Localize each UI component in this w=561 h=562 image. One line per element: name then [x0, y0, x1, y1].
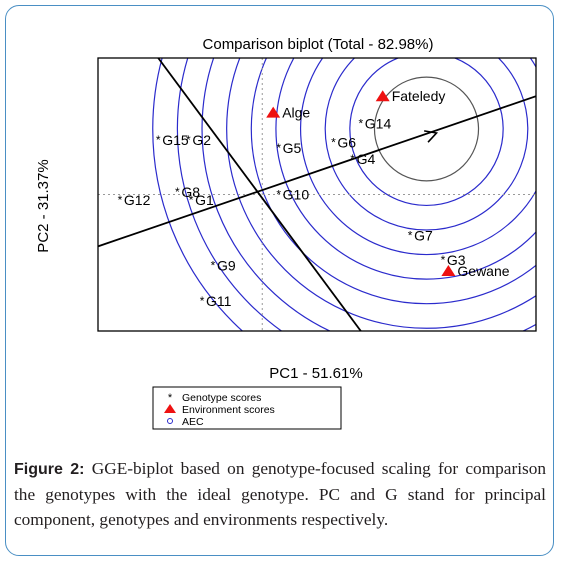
concentric-circle: [349, 58, 504, 206]
genotype-label: G14: [365, 116, 392, 132]
genotype-marker: *: [211, 258, 216, 272]
concentric-circle: [201, 58, 536, 331]
genotype-marker: *: [186, 133, 191, 147]
concentric-circle: [275, 58, 536, 280]
legend-triangle-marker: [164, 404, 176, 413]
environment-label: Alge: [282, 105, 310, 121]
genotype-marker: *: [276, 188, 281, 202]
environment-marker: [375, 90, 390, 102]
genotype-label: G3: [447, 252, 466, 268]
genotype-marker: *: [200, 294, 205, 308]
concentric-circle: [324, 58, 529, 231]
y-axis-label: PC2 - 31.37%: [35, 159, 52, 252]
genotype-marker: *: [441, 253, 446, 267]
environment-label: Fateledy: [392, 88, 446, 104]
genotype-marker: *: [189, 193, 194, 207]
genotype-label: G2: [192, 132, 211, 148]
environment-label: Gewane: [457, 263, 509, 279]
environment-marker: [266, 106, 281, 118]
legend-entry-label: AEC: [182, 416, 204, 428]
genotype-label: G10: [283, 187, 310, 203]
aec-arrow-head: [424, 130, 439, 143]
genotype-marker: *: [175, 185, 180, 199]
perpendicular-line: [157, 58, 362, 331]
legend-box: [152, 386, 342, 430]
genotype-marker: *: [118, 193, 123, 207]
caption-label: Figure 2:: [14, 461, 85, 478]
genotype-marker: *: [408, 228, 413, 242]
genotype-label: G7: [414, 227, 433, 243]
genotype-label: G15: [162, 132, 189, 148]
aec-line: [98, 95, 536, 248]
genotype-marker: *: [358, 117, 363, 131]
legend-asterisk-marker: *: [168, 392, 173, 404]
plot-border: [97, 57, 537, 332]
genotype-label: G6: [337, 135, 356, 151]
genotype-label: G4: [357, 151, 376, 167]
environment-marker: [441, 264, 456, 276]
concentric-circle: [250, 58, 536, 305]
genotype-marker: *: [331, 136, 336, 150]
genotype-marker: *: [156, 133, 161, 147]
concentric-circle: [373, 76, 480, 182]
concentric-circle: [152, 58, 244, 331]
genotype-label: G9: [217, 257, 236, 273]
genotype-label: G8: [181, 184, 200, 200]
concentric-circle: [300, 58, 536, 256]
concentric-circle: [176, 58, 283, 331]
legend-entry-label: Environment scores: [182, 404, 275, 416]
concentric-circle: [226, 58, 536, 329]
caption-text: GGE-biplot based on genotype-focused sca…: [14, 459, 547, 529]
figure-caption: Figure 2: GGE-biplot based on genotype-f…: [14, 456, 546, 532]
genotype-marker: *: [276, 141, 281, 155]
genotype-label: G12: [124, 192, 151, 208]
genotype-marker: *: [350, 152, 355, 166]
genotype-label: G1: [195, 192, 214, 208]
legend-entry-label: Genotype scores: [182, 392, 261, 404]
genotype-label: G5: [283, 140, 302, 156]
genotype-label: G11: [206, 293, 232, 309]
x-axis-label: PC1 - 51.61%: [269, 365, 362, 382]
chart-title: Comparison biplot (Total - 82.98%): [203, 36, 434, 53]
legend-circle-marker: [167, 418, 173, 424]
